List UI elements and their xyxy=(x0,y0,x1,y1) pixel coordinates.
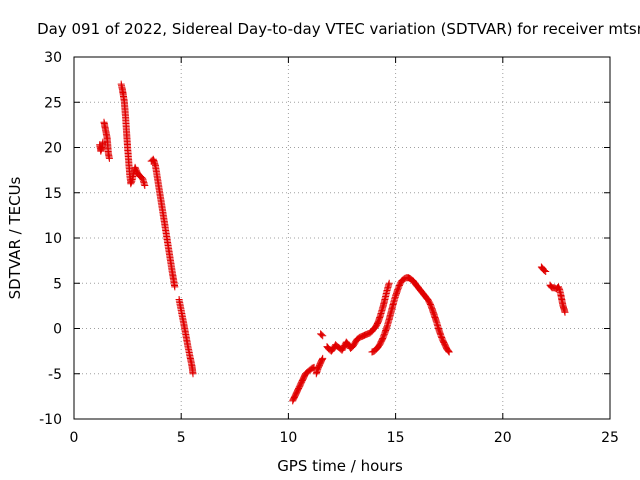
data-point xyxy=(319,354,327,362)
data-point xyxy=(105,154,113,162)
data-point xyxy=(445,347,452,355)
data-point xyxy=(541,267,549,275)
y-tick-label: 15 xyxy=(44,186,62,202)
y-tick-label: 20 xyxy=(44,141,62,157)
chart-title: Day 091 of 2022, Sidereal Day-to-day VTE… xyxy=(37,20,640,38)
data-points xyxy=(96,80,569,405)
y-axis-label: SDTVAR / TECUs xyxy=(6,176,24,299)
x-axis-label: GPS time / hours xyxy=(277,457,403,475)
x-tick-label: 15 xyxy=(387,430,405,446)
data-point xyxy=(318,331,326,339)
y-tick-label: -10 xyxy=(39,412,62,428)
data-point xyxy=(542,268,550,275)
x-tick-label: 0 xyxy=(70,430,79,446)
y-tick-label: 25 xyxy=(44,95,62,111)
data-point xyxy=(444,346,452,354)
data-point xyxy=(319,332,327,340)
data-point xyxy=(385,279,393,287)
axis-ticks: 0 5 10 15 20 25 -10 -5 0 5 10 15 20 25 30 xyxy=(39,50,619,446)
x-tick-label: 10 xyxy=(279,430,297,446)
x-tick-label: 5 xyxy=(177,430,186,446)
data-point xyxy=(189,370,197,378)
data-point xyxy=(561,308,569,316)
y-tick-label: 5 xyxy=(53,276,62,292)
data-point xyxy=(99,138,107,146)
y-tick-label: -5 xyxy=(48,367,62,383)
data-point xyxy=(445,348,453,356)
x-tick-label: 20 xyxy=(494,430,512,446)
data-point xyxy=(141,182,149,189)
data-point xyxy=(547,283,555,291)
y-tick-label: 0 xyxy=(53,322,62,338)
data-point xyxy=(171,283,179,291)
grid-lines xyxy=(74,57,610,419)
y-tick-label: 10 xyxy=(44,231,62,247)
y-tick-label: 30 xyxy=(44,50,62,66)
x-tick-label: 25 xyxy=(601,430,619,446)
